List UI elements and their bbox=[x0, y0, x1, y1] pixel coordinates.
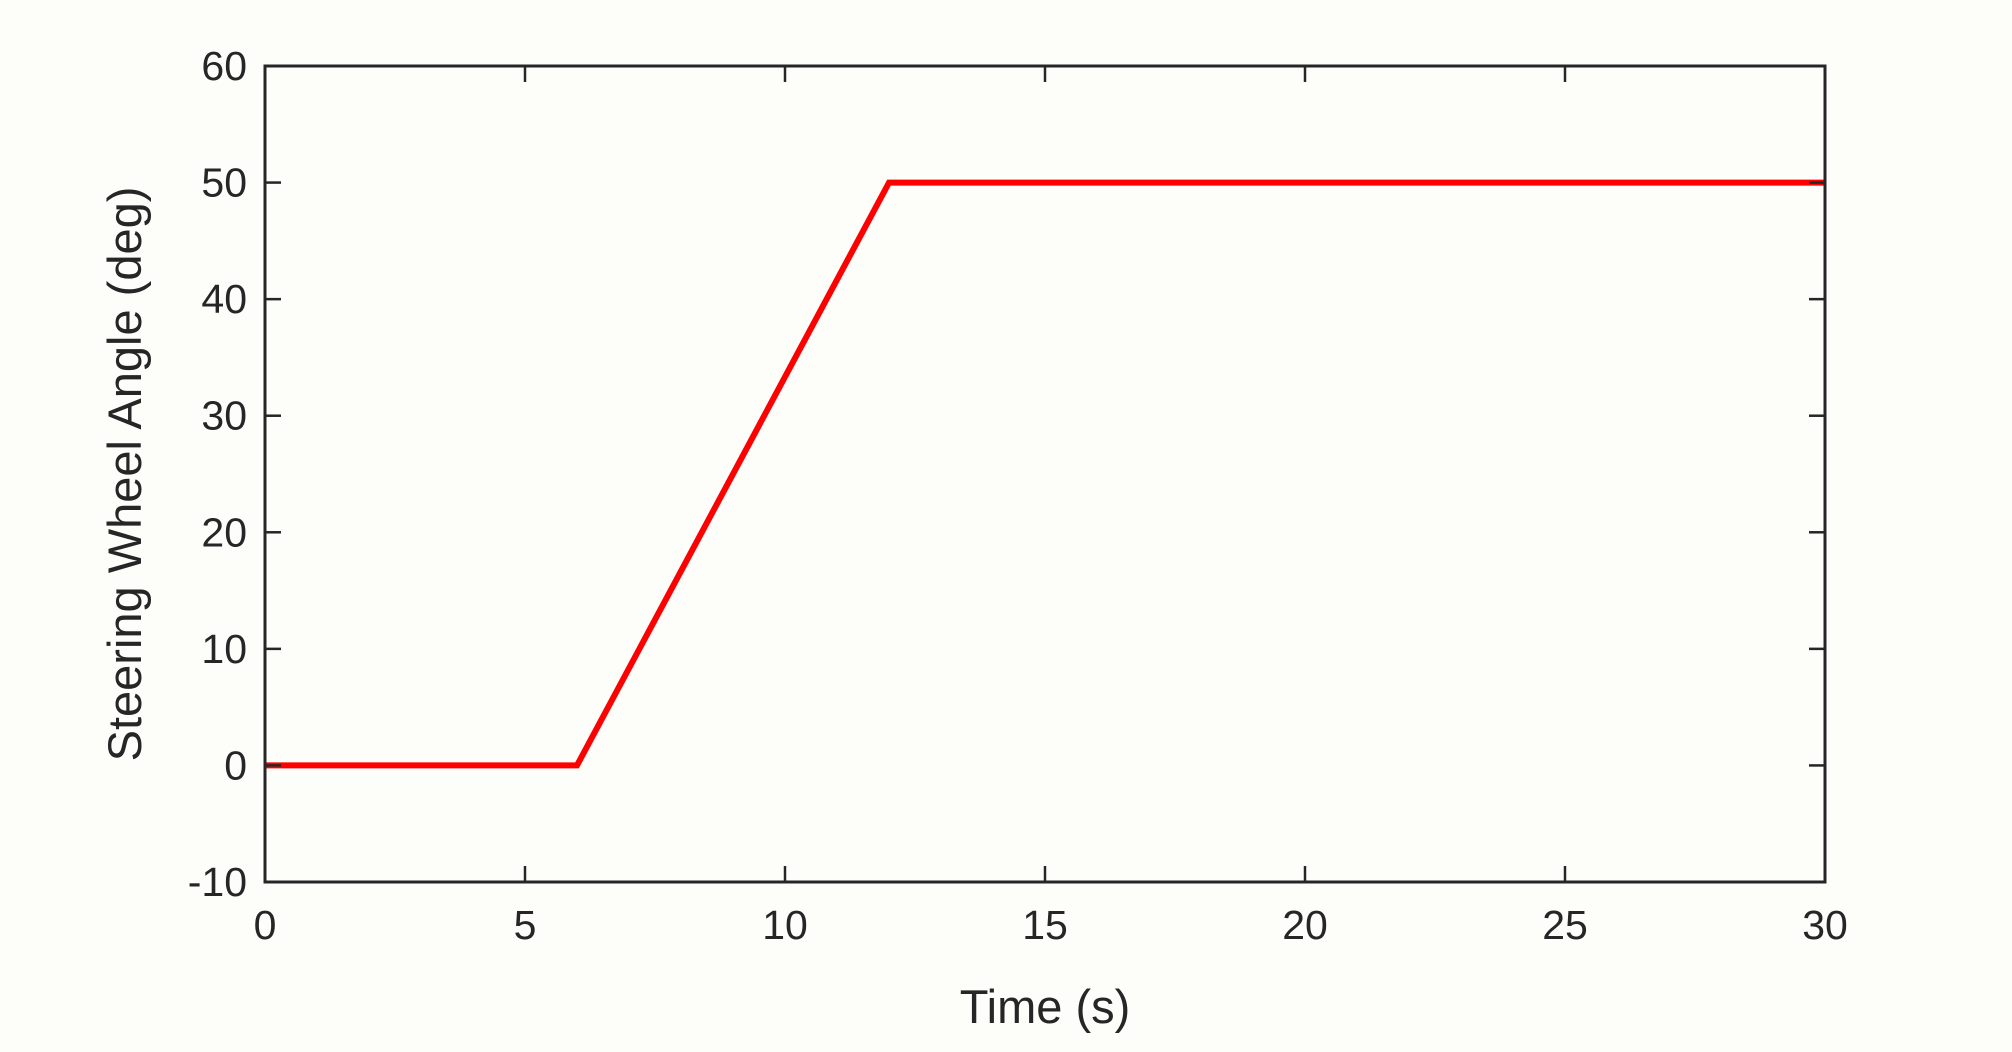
y-tick-label: 20 bbox=[201, 509, 247, 555]
y-tick-label: 50 bbox=[201, 160, 247, 206]
x-tick-label: 30 bbox=[1802, 902, 1848, 948]
plot-area bbox=[265, 179, 1825, 769]
y-tick-label: -10 bbox=[188, 859, 247, 905]
y-axis-label: Steering Wheel Angle (deg) bbox=[98, 187, 151, 762]
x-tick-label: 10 bbox=[762, 902, 808, 948]
y-tick-label: 40 bbox=[201, 276, 247, 322]
x-tick-label: 25 bbox=[1542, 902, 1588, 948]
y-tick-label: 30 bbox=[201, 393, 247, 439]
y-tick-label: 10 bbox=[201, 626, 247, 672]
x-tick-label: 5 bbox=[514, 902, 537, 948]
y-axis: -10 0 10 20 30 40 50 60 bbox=[188, 43, 1825, 905]
x-tick-label: 0 bbox=[254, 902, 277, 948]
y-tick-label: 60 bbox=[201, 43, 247, 89]
x-tick-label: 15 bbox=[1022, 902, 1068, 948]
x-axis-label: Time (s) bbox=[960, 980, 1131, 1033]
y-tick-label: 0 bbox=[224, 742, 247, 788]
x-axis: 0 5 10 15 20 25 30 bbox=[254, 66, 1848, 948]
x-tick-label: 20 bbox=[1282, 902, 1328, 948]
series-line-0 bbox=[265, 179, 1825, 769]
